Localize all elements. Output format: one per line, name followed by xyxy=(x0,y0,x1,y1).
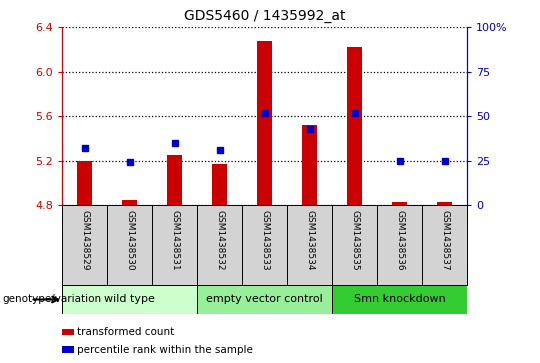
Bar xyxy=(122,200,138,205)
Bar xyxy=(347,47,362,205)
Bar xyxy=(62,285,197,314)
Text: GSM1438533: GSM1438533 xyxy=(260,210,269,270)
Text: Smn knockdown: Smn knockdown xyxy=(354,294,445,305)
Text: GSM1438529: GSM1438529 xyxy=(80,210,89,270)
Text: GSM1438536: GSM1438536 xyxy=(395,210,404,270)
Bar xyxy=(437,202,453,205)
Text: percentile rank within the sample: percentile rank within the sample xyxy=(77,344,253,355)
Text: GSM1438530: GSM1438530 xyxy=(125,210,134,270)
Text: GSM1438537: GSM1438537 xyxy=(440,210,449,270)
Bar xyxy=(302,125,318,205)
Text: GSM1438534: GSM1438534 xyxy=(305,210,314,270)
Bar xyxy=(77,160,92,205)
Text: wild type: wild type xyxy=(104,294,155,305)
Text: genotype/variation: genotype/variation xyxy=(3,294,102,305)
Text: transformed count: transformed count xyxy=(77,327,174,337)
Text: GSM1438535: GSM1438535 xyxy=(350,210,359,270)
Bar xyxy=(392,202,408,205)
Bar xyxy=(197,285,332,314)
Bar xyxy=(256,41,273,205)
Bar xyxy=(167,155,183,205)
Text: GSM1438532: GSM1438532 xyxy=(215,210,224,270)
Bar xyxy=(212,164,227,205)
Bar xyxy=(332,285,467,314)
Text: GSM1438531: GSM1438531 xyxy=(170,210,179,270)
Text: empty vector control: empty vector control xyxy=(206,294,323,305)
Title: GDS5460 / 1435992_at: GDS5460 / 1435992_at xyxy=(184,9,346,24)
